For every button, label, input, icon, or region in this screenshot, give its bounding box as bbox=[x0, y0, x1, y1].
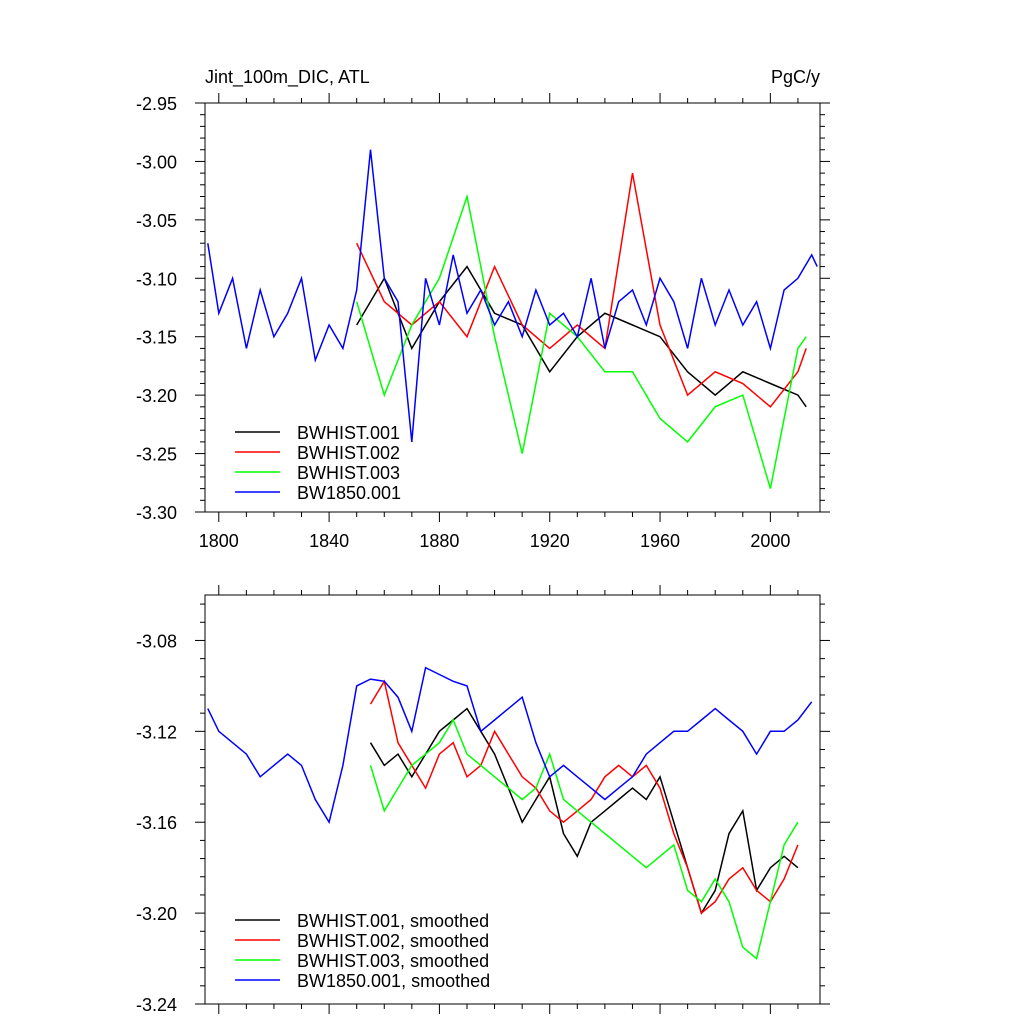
bottom-y-tick-label: -3.08 bbox=[136, 631, 177, 651]
top-y-tick-label: -3.05 bbox=[136, 211, 177, 231]
bottom-legend-label-3: BW1850.001, smoothed bbox=[297, 971, 490, 991]
bottom-series-1-line bbox=[369, 679, 799, 915]
top-plot-frame bbox=[204, 102, 821, 513]
top-series-3-line bbox=[207, 149, 818, 442]
top-y-tick-label: -2.95 bbox=[136, 94, 177, 114]
top-y-tick-label: -3.25 bbox=[136, 445, 177, 465]
top-y-tick-label: -3.00 bbox=[136, 152, 177, 172]
top-y-tick-label: -3.15 bbox=[136, 328, 177, 348]
bottom-series-0-line bbox=[369, 707, 799, 915]
bottom-y-tick-label: -3.12 bbox=[136, 722, 177, 742]
top-series-2-line bbox=[355, 193, 807, 489]
top-legend-label-1: BWHIST.002 bbox=[297, 443, 400, 463]
bottom-legend-label-1: BWHIST.002, smoothed bbox=[297, 931, 489, 951]
top-chart-units: PgC/y bbox=[771, 67, 820, 87]
top-legend-label-3: BW1850.001 bbox=[297, 483, 401, 503]
bottom-legend-label-0: BWHIST.001, smoothed bbox=[297, 911, 489, 931]
top-x-tick-label: 1880 bbox=[419, 531, 459, 551]
top-y-tick-label: -3.30 bbox=[136, 503, 177, 523]
top-x-tick-label: 1840 bbox=[309, 531, 349, 551]
bottom-series-3-line bbox=[207, 666, 813, 825]
top-x-tick-label: 2000 bbox=[750, 531, 790, 551]
bottom-series-2-line bbox=[369, 718, 799, 960]
top-legend-label-0: BWHIST.001 bbox=[297, 423, 400, 443]
top-panel: 1800 1840 1880 1920 1960 2000 -3.30 -3.25 -3.20 -… bbox=[136, 93, 830, 551]
top-y-tick-label: -3.10 bbox=[136, 269, 177, 289]
bottom-y-tick-label: -3.20 bbox=[136, 904, 177, 924]
top-x-tick-label: 1800 bbox=[199, 531, 239, 551]
top-x-tick-label: 1960 bbox=[640, 531, 680, 551]
bottom-legend-label-2: BWHIST.003, smoothed bbox=[297, 951, 489, 971]
top-y-tick-label: -3.20 bbox=[136, 386, 177, 406]
bottom-y-tick-label: -3.24 bbox=[136, 995, 177, 1015]
bottom-panel: -3.24 -3.20 -3.16 -3.12 -3.08 BWHIST.001, smo… bbox=[136, 585, 830, 1015]
bottom-plot-frame bbox=[204, 594, 821, 1005]
top-x-tick-label: 1920 bbox=[530, 531, 570, 551]
top-legend-label-2: BWHIST.003 bbox=[297, 463, 400, 483]
bottom-y-tick-label: -3.16 bbox=[136, 813, 177, 833]
top-chart-title: Jint_100m_DIC, ATL bbox=[205, 67, 370, 88]
top-series-1-line bbox=[356, 172, 807, 408]
